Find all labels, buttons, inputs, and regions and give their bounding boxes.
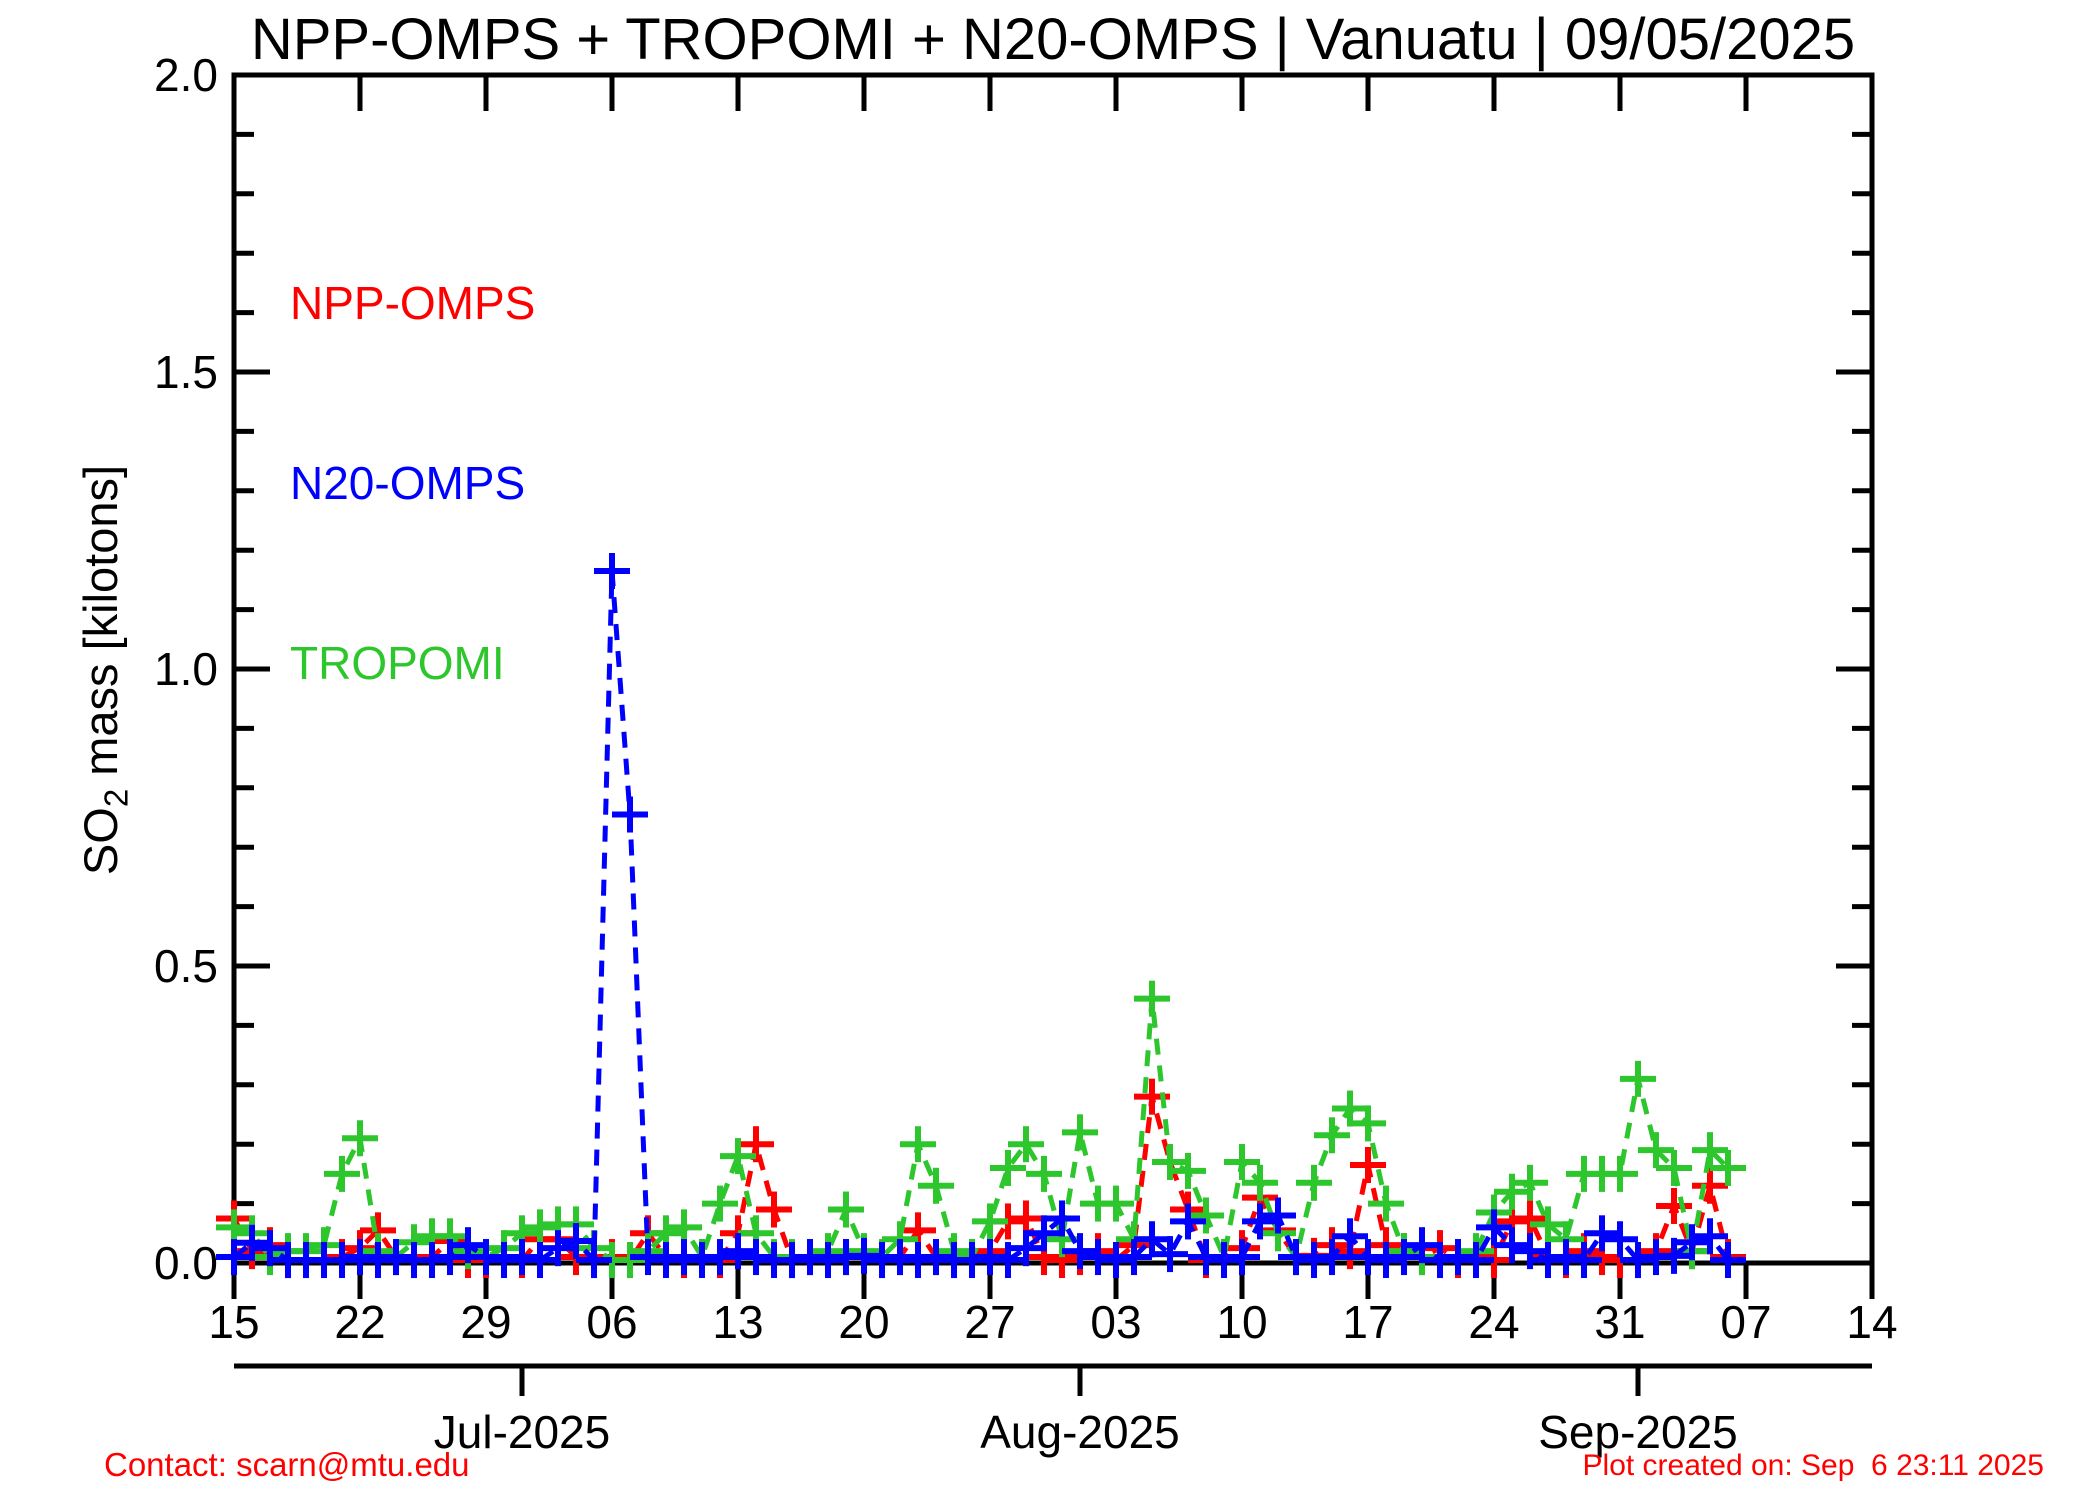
series-TROPOMI xyxy=(216,980,1746,1279)
x-tick-label-24: 24 xyxy=(1468,1296,1519,1348)
x-tick-label-15: 15 xyxy=(208,1296,259,1348)
y-tick-label-1.5: 1.5 xyxy=(154,346,218,398)
x-tick-label-10: 10 xyxy=(1216,1296,1267,1348)
month-axis: Jul-2025 Aug-2025 Sep-2025 xyxy=(234,1363,1872,1458)
y-axis-title-rest: mass [kilotons] xyxy=(74,464,127,789)
x-tick-label-03: 03 xyxy=(1090,1296,1141,1348)
contact-text: Contact: scarn@mtu.edu xyxy=(104,1446,470,1483)
y-axis-title-subscript: 2 xyxy=(97,788,135,808)
month-label-Aug-2025: Aug-2025 xyxy=(980,1406,1180,1458)
x-tick-label-07: 07 xyxy=(1720,1296,1771,1348)
y-axis-title-so: SO xyxy=(74,807,127,876)
series-N20-OMPS xyxy=(216,552,1746,1279)
x-tick-label-06: 06 xyxy=(586,1296,637,1348)
legend-item-tropomi: TROPOMI xyxy=(290,637,505,689)
x-tick-label-22: 22 xyxy=(334,1296,385,1348)
x-tick-label-17: 17 xyxy=(1342,1296,1393,1348)
x-tick-label-27: 27 xyxy=(964,1296,1015,1348)
x-tick-label-31: 31 xyxy=(1594,1296,1645,1348)
chart-title: NPP-OMPS + TROPOMI + N20-OMPS | Vanuatu … xyxy=(250,7,1856,72)
x-tick-label-14: 14 xyxy=(1846,1296,1897,1348)
legend-item-npp-omps: NPP-OMPS xyxy=(290,277,536,329)
y-axis-title: SO2 mass [kilotons] xyxy=(73,365,135,975)
plot-created-text: Plot created on: Sep 6 23:11 2025 xyxy=(1582,1449,2044,1482)
x-tick-label-20: 20 xyxy=(838,1296,889,1348)
month-label-Sep-2025: Sep-2025 xyxy=(1538,1406,1738,1458)
y-tick-label-1.0: 1.0 xyxy=(154,643,218,695)
x-tick-label-29: 29 xyxy=(460,1296,511,1348)
y-tick-label-0.0: 0.0 xyxy=(154,1237,218,1289)
x-tick-label-13: 13 xyxy=(712,1296,763,1348)
y-tick-label-2.0: 2.0 xyxy=(154,49,218,101)
y-tick-label-0.5: 0.5 xyxy=(154,940,218,992)
legend: NPP-OMPS N20-OMPS TROPOMI xyxy=(290,153,535,813)
month-label-Jul-2025: Jul-2025 xyxy=(434,1406,610,1458)
legend-item-n20-omps: N20-OMPS xyxy=(290,457,526,509)
